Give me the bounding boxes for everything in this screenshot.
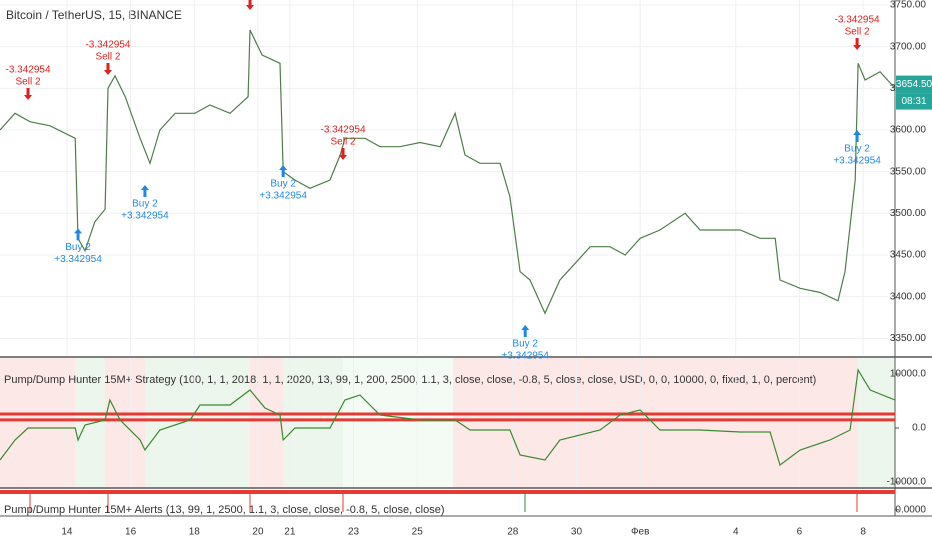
y-tick-label: 10000.0	[890, 369, 927, 380]
buy-signal: Buy 2+3.342954	[501, 325, 549, 362]
signal-label: Sell 2	[16, 77, 41, 88]
chart-title: Bitcoin / TetherUS, 15, BINANCE	[6, 8, 182, 22]
signal-value: +3.342954	[121, 211, 169, 222]
strategy-background	[0, 358, 895, 487]
signal-arrow	[853, 38, 862, 50]
x-tick-label: 6	[797, 527, 803, 538]
y-tick-label: 3550.00	[890, 166, 927, 177]
signal-arrow	[246, 0, 255, 10]
last-price-tag	[896, 75, 932, 94]
buy-signal: Buy 2+3.342954	[259, 165, 307, 202]
y-tick-label: 3450.00	[890, 250, 927, 261]
signal-arrow	[74, 228, 83, 241]
x-tick-label: 4	[733, 527, 739, 538]
x-tick-label: Фев	[631, 527, 649, 538]
signal-value: +3.342954	[259, 191, 307, 202]
sell-signal: Sell 2-3.342954	[321, 125, 366, 160]
x-tick-label: 30	[571, 527, 583, 538]
signal-label: Buy 2	[132, 199, 158, 210]
y-tick-label: 0.0000	[895, 504, 926, 515]
y-tick-label: 3700.00	[890, 41, 927, 52]
strategy-title: Pump/Dump Hunter 15M+ Strategy (100, 1, …	[4, 374, 816, 386]
signal-value: -3.342954	[321, 125, 366, 136]
x-tick-label: 16	[125, 527, 137, 538]
y-tick-label: 3500.00	[890, 208, 927, 219]
y-tick-label: 0.0	[912, 423, 926, 434]
signal-arrow	[853, 130, 862, 142]
price-line	[0, 368, 896, 466]
signal-arrow	[140, 185, 149, 197]
y-tick-label: 3600.00	[890, 125, 927, 136]
price-line	[0, 29, 896, 315]
sell-signal: Sell 2-3.342954	[246, 0, 255, 10]
x-tick-label: 23	[348, 527, 360, 538]
last-price-label: 3654.50	[896, 79, 932, 90]
x-tick-label: 8	[860, 527, 866, 538]
signal-arrow	[24, 88, 33, 100]
signal-value: -3.342954	[6, 65, 51, 76]
signal-arrow	[521, 325, 530, 337]
sell-signal: Sell 2-3.342954	[835, 15, 880, 50]
x-tick-label: 18	[189, 527, 201, 538]
signal-value: -3.342954	[85, 40, 130, 51]
alert-lines	[0, 490, 895, 512]
signal-arrow	[339, 148, 348, 160]
buy-signal: Buy 2+3.342954	[54, 228, 102, 265]
sell-signal: Sell 2-3.342954	[85, 40, 131, 75]
sell-signal: Sell 2-3.342954	[6, 65, 51, 100]
buy-signal: Buy 2+3.342954	[833, 130, 881, 167]
signal-arrow	[279, 165, 288, 177]
alerts-title: Pump/Dump Hunter 15M+ Alerts (13, 99, 1,…	[4, 504, 445, 516]
signal-value: +3.342954	[54, 254, 102, 265]
countdown-label: 08:31	[901, 96, 926, 107]
y-tick-label: 3750.00	[890, 0, 927, 11]
signal-label: Buy 2	[844, 144, 870, 155]
x-tick-label: 25	[412, 527, 424, 538]
y-tick-label: 3400.00	[890, 291, 927, 302]
signal-value: +3.342954	[833, 156, 881, 167]
countdown-tag	[896, 93, 932, 110]
signal-arrow	[103, 63, 112, 75]
signal-value: +3.342954	[501, 351, 549, 362]
x-tick-label: 14	[61, 527, 73, 538]
buy-signal: Buy 2+3.342954	[121, 185, 169, 222]
x-tick-label: 28	[507, 527, 519, 538]
signal-label: Buy 2	[512, 339, 538, 350]
y-tick-label: -10000.0	[887, 477, 927, 488]
signal-label: Buy 2	[270, 179, 296, 190]
x-tick-label: 20	[252, 527, 264, 538]
signal-value: -3.342954	[835, 15, 880, 26]
x-tick-label: 21	[284, 527, 296, 538]
y-tick-label: 3350.00	[890, 333, 927, 344]
signal-label: Sell 2	[95, 52, 120, 63]
signal-label: Sell 2	[331, 137, 356, 148]
signal-label: Buy 2	[65, 242, 91, 253]
signal-label: Sell 2	[845, 27, 870, 38]
